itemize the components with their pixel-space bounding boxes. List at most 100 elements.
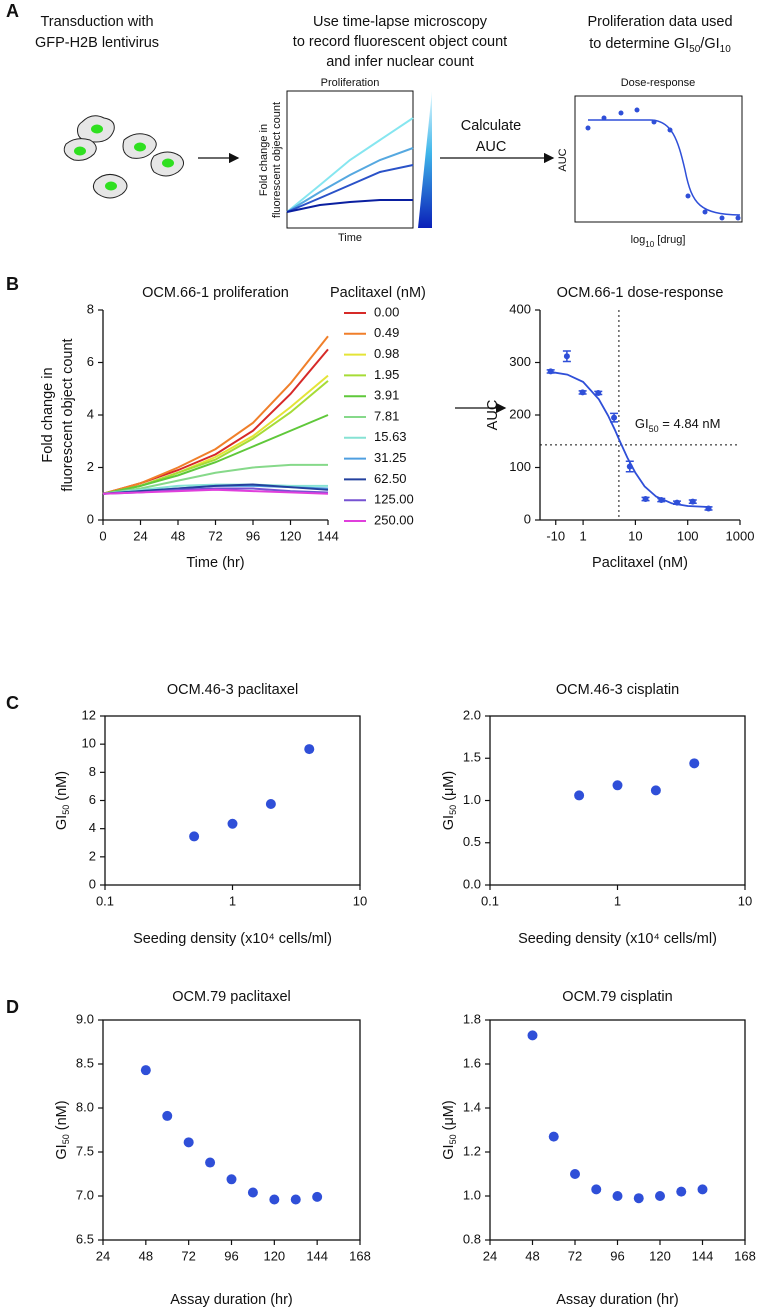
chart-title: OCM.79 cisplatin xyxy=(562,989,672,1005)
x-tick-label: 0.1 xyxy=(481,893,499,908)
step-text: and infer nuclear count xyxy=(326,54,474,70)
step-text: to record fluorescent object count xyxy=(293,34,507,50)
schematic-axis-label: Fold change in xyxy=(258,124,270,196)
data-point xyxy=(140,1065,151,1076)
schematic: Transduction with GFP-H2B lentivirus Use… xyxy=(35,14,743,249)
schematic-axis-label: AUC xyxy=(557,148,569,171)
x-tick-label: 24 xyxy=(96,1248,110,1263)
y-tick-label: 300 xyxy=(509,354,531,369)
y-tick-label: 100 xyxy=(509,459,531,474)
chart-title: OCM.46-3 cisplatin xyxy=(556,682,679,698)
x-tick-label: 144 xyxy=(306,1248,328,1263)
y-tick-label: 2 xyxy=(87,459,94,474)
text-part: GI xyxy=(54,815,70,830)
x-tick-label: 72 xyxy=(208,528,222,543)
x-axis-label: Assay duration (hr) xyxy=(556,1292,679,1308)
data-point xyxy=(676,1186,687,1197)
y-tick-label: 12 xyxy=(82,707,96,722)
x-tick-label: 1 xyxy=(614,893,621,908)
data-point xyxy=(247,1187,258,1198)
x-axis-label: Seeding density (x10⁴ cells/ml) xyxy=(133,931,332,947)
schematic-points xyxy=(585,107,741,221)
y-tick-label: 8.0 xyxy=(76,1099,94,1114)
subscript: 50 xyxy=(448,805,458,815)
x-tick-label: 10 xyxy=(628,528,642,543)
subscript: 10 xyxy=(645,240,654,249)
data-point xyxy=(162,1110,173,1121)
y-tick-label: 7.5 xyxy=(76,1143,94,1158)
y-tick-label: 0.0 xyxy=(463,876,481,891)
data-point xyxy=(183,1137,194,1148)
y-tick-label: 400 xyxy=(509,301,531,316)
x-tick-label: 120 xyxy=(280,528,302,543)
x-axis-label: Paclitaxel (nM) xyxy=(592,555,688,571)
chart-title: OCM.79 paclitaxel xyxy=(172,989,290,1005)
text-part: [drug] xyxy=(654,234,685,246)
data-point xyxy=(563,353,570,360)
data-point xyxy=(655,1191,665,1201)
subscript: 50 xyxy=(61,805,71,815)
subscript: 10 xyxy=(720,44,732,55)
series-line xyxy=(102,380,329,495)
y-tick-label: 4 xyxy=(87,406,94,421)
data-point xyxy=(548,1131,559,1142)
arrow-label: Calculate xyxy=(461,118,521,134)
x-tick-label: 48 xyxy=(171,528,185,543)
text-part: (nM) xyxy=(54,1100,70,1134)
text-part: GI xyxy=(441,1144,457,1159)
arrow-label: AUC xyxy=(476,139,507,155)
legend-label: 0.00 xyxy=(374,304,399,319)
x-tick-label: 24 xyxy=(133,528,147,543)
y-axis-label: AUC xyxy=(485,400,501,431)
chart-title: OCM.66-1 dose-response xyxy=(557,285,724,301)
y-tick-label: 1.0 xyxy=(463,792,481,807)
plot-frame xyxy=(489,1019,746,1241)
y-tick-label: 1.4 xyxy=(463,1099,481,1114)
panel-label: D xyxy=(6,997,19,1017)
series-line xyxy=(102,463,328,495)
legend-label: 1.95 xyxy=(374,367,399,382)
x-axis-label: Assay duration (hr) xyxy=(170,1292,293,1308)
text-part: GI xyxy=(635,416,649,431)
x-tick-label: 120 xyxy=(263,1248,285,1263)
panel-label: C xyxy=(6,693,19,713)
text-part: (μM) xyxy=(441,1100,457,1134)
y-tick-label: 8.5 xyxy=(76,1055,94,1070)
x-tick-label: 1000 xyxy=(726,528,755,543)
y-tick-label: 0 xyxy=(524,511,531,526)
y-tick-label: 2 xyxy=(89,848,96,863)
schematic-frame xyxy=(286,90,414,229)
data-point xyxy=(591,1184,602,1195)
schematic-frame xyxy=(574,95,743,223)
schematic-line xyxy=(286,117,414,213)
y-axis-label: GI50 (μM) xyxy=(441,1100,459,1159)
x-tick-label: 168 xyxy=(349,1248,371,1263)
data-point xyxy=(304,744,315,755)
y-tick-label: 10 xyxy=(82,736,96,751)
data-point xyxy=(697,1184,708,1195)
data-point xyxy=(227,818,238,829)
series-line xyxy=(102,483,329,495)
legend-label: 31.25 xyxy=(374,450,407,465)
schematic-title: Dose-response xyxy=(621,77,696,89)
data-point xyxy=(570,1169,580,1179)
subscript: 50 xyxy=(689,44,701,55)
step-text: Proliferation data used xyxy=(587,14,732,30)
y-tick-label: 6 xyxy=(89,792,96,807)
y-tick-label: 6.5 xyxy=(76,1231,94,1246)
y-tick-label: 8 xyxy=(87,301,94,316)
legend-label: 125.00 xyxy=(374,492,414,507)
x-tick-label: 96 xyxy=(246,528,260,543)
y-tick-label: 0 xyxy=(87,511,94,526)
schematic-axis-label: log10 [drug] xyxy=(631,234,686,249)
legend-label: 62.50 xyxy=(374,471,407,486)
data-point xyxy=(574,790,585,801)
data-point xyxy=(626,463,633,470)
x-tick-label: 72 xyxy=(181,1248,195,1263)
x-tick-label: 1 xyxy=(579,528,586,543)
x-tick-label: 72 xyxy=(568,1248,582,1263)
text-part: (μM) xyxy=(441,771,457,805)
subscript: 50 xyxy=(448,1134,458,1144)
x-tick-label: 10 xyxy=(353,893,367,908)
schematic-line xyxy=(286,199,413,213)
